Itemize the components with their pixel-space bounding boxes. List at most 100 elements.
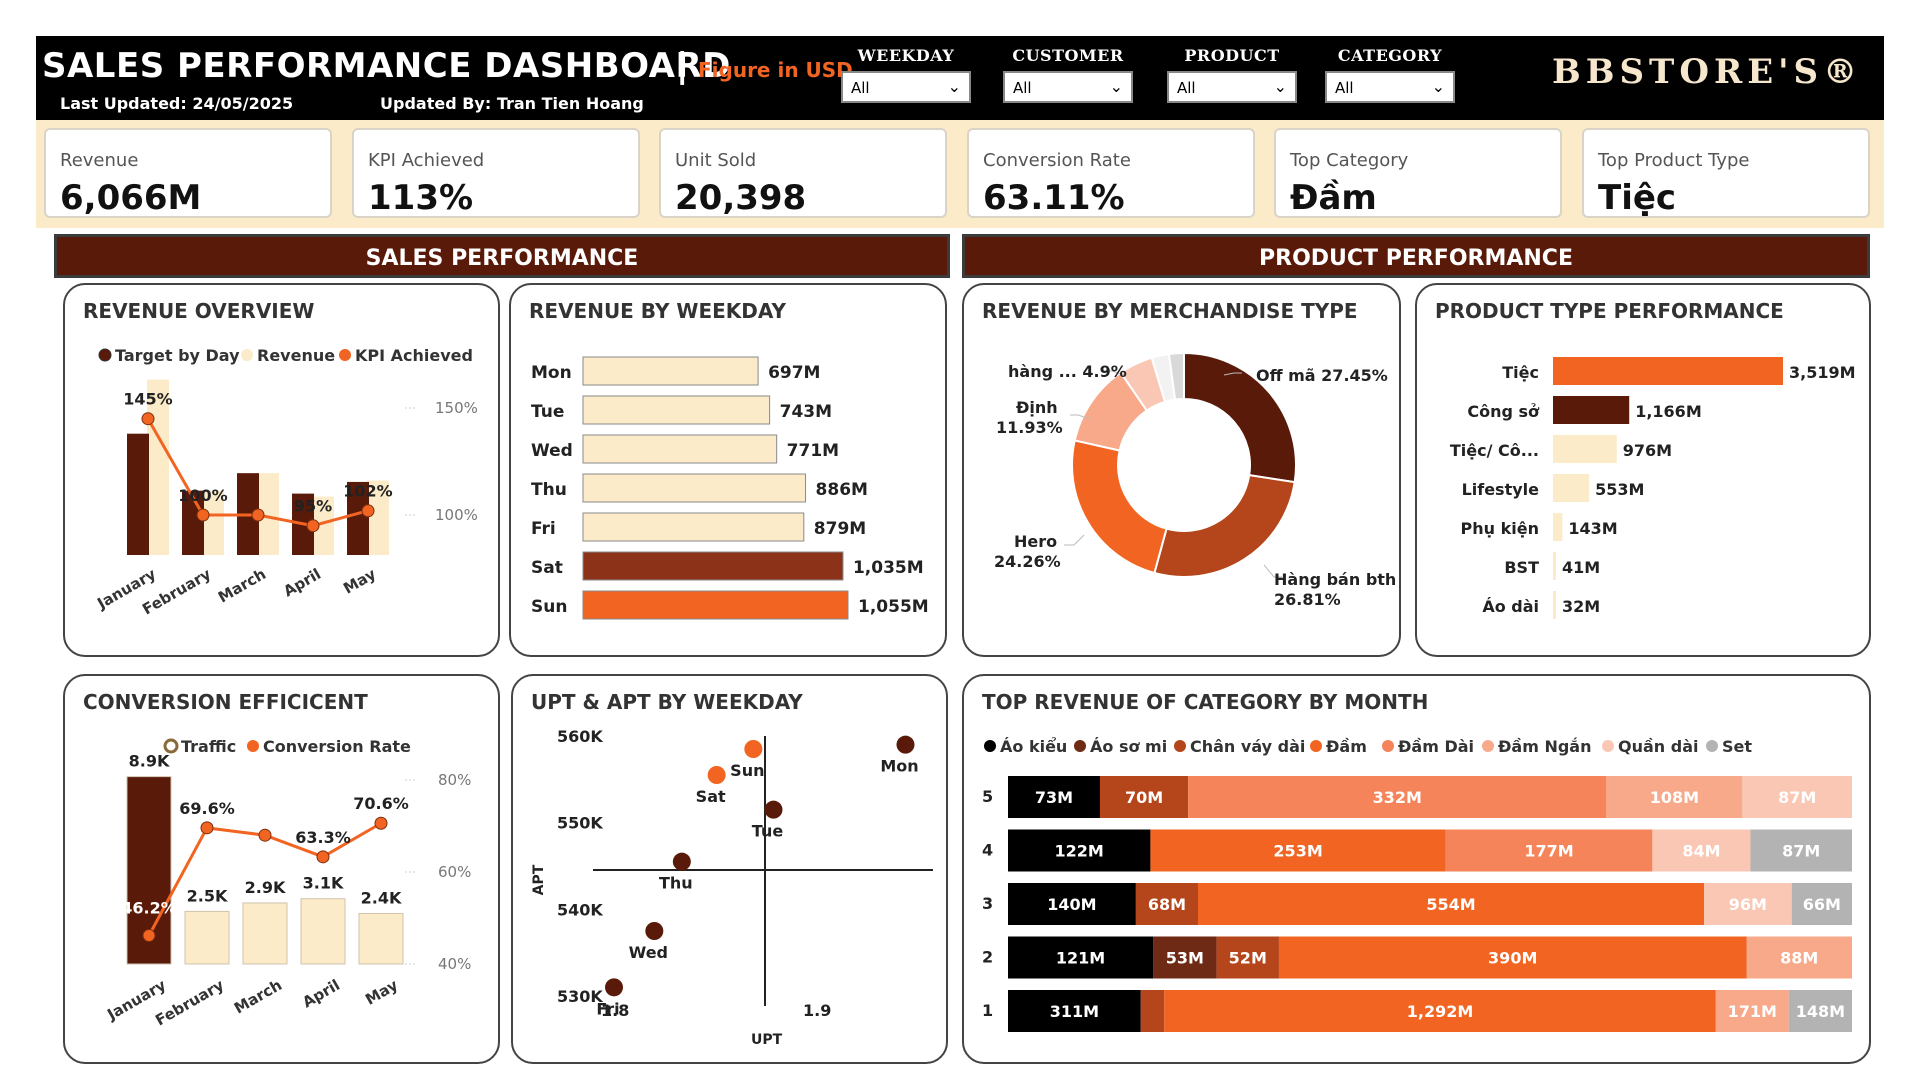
chart-title: TOP REVENUE OF CATEGORY BY MONTH xyxy=(982,690,1429,714)
point-label: Wed xyxy=(629,943,668,962)
segment-label: 66M xyxy=(1803,895,1841,914)
x-tick-label: April xyxy=(280,565,324,601)
y-tick-label: Fri xyxy=(531,519,556,539)
dashboard-title: SALES PERFORMANCE DASHBOARD xyxy=(42,46,731,86)
data-label: 1,055M xyxy=(858,597,929,617)
y-tick-label: 3 xyxy=(982,894,993,913)
kpi-card-kpi-achieved: KPI Achieved 113% xyxy=(352,128,640,218)
stacked-segment xyxy=(1008,776,1100,818)
data-label: 697M xyxy=(768,363,820,383)
bar-traffic xyxy=(300,898,346,965)
stacked-segment xyxy=(1135,883,1198,925)
filter-weekday-value: All xyxy=(851,79,870,97)
bar xyxy=(582,473,807,503)
segment-label: 122M xyxy=(1055,842,1104,861)
legend-label: Đầm Ngắn xyxy=(1498,737,1591,756)
bar xyxy=(582,356,759,386)
point-label: Mon xyxy=(880,757,918,776)
legend-marker xyxy=(984,740,996,752)
scatter-point xyxy=(744,740,763,758)
bar-revenue xyxy=(312,496,334,555)
legend-label: Revenue xyxy=(257,346,335,365)
point-label: Sun xyxy=(730,761,764,780)
segment-label: 121M xyxy=(1056,949,1105,968)
kpi-point xyxy=(251,508,265,522)
leader-line xyxy=(1104,370,1125,376)
y-tick-label: 4 xyxy=(982,841,993,860)
rate-data-label: 63.3% xyxy=(295,828,351,847)
axis-tick-label: 150% xyxy=(435,399,478,417)
kpi-value: 20,398 xyxy=(675,178,807,218)
legend-label: Chân váy dài xyxy=(1190,737,1305,756)
slice-label: Off mã 27.45% xyxy=(1256,366,1388,385)
legend-label: Quần dài xyxy=(1618,737,1698,756)
last-updated: Last Updated: 24/05/2025 xyxy=(60,94,294,113)
stacked-segment xyxy=(1715,990,1789,1032)
chart-title: CONVERSION EFFICICENT xyxy=(83,690,368,714)
stacked-segment xyxy=(1652,829,1751,872)
stacked-segment xyxy=(1704,883,1792,925)
slice-label: 26.81% xyxy=(1274,590,1341,609)
figure-note: Figure in USD xyxy=(698,58,853,82)
brand-logo: BBSTORE'S® xyxy=(1552,52,1863,92)
chevron-down-icon: ⌄ xyxy=(947,77,961,96)
filter-product-dropdown[interactable]: All ⌄ xyxy=(1167,71,1297,103)
category-month-stacked-chart: Áo kiểu Áo sơ mi Chân váy dài Đầm Đầm Dài Đầm… xyxy=(982,737,1852,1032)
x-tick-label: 1.8 xyxy=(601,1001,629,1020)
data-label: 3,519M xyxy=(1789,363,1856,382)
bar-target xyxy=(347,481,369,555)
leader-line xyxy=(1263,564,1282,578)
donut-slice xyxy=(1153,473,1296,578)
kpi-point xyxy=(306,519,320,533)
segment-label: 554M xyxy=(1426,895,1475,914)
rate-data-label: 46.2% xyxy=(121,898,177,917)
kpi-data-label: 100% xyxy=(178,486,227,505)
legend-marker xyxy=(1074,740,1086,752)
bar xyxy=(1553,396,1630,424)
chevron-down-icon: ⌄ xyxy=(1431,77,1445,96)
chevron-down-icon: ⌄ xyxy=(1273,77,1287,96)
filter-weekday-dropdown[interactable]: All ⌄ xyxy=(841,71,971,103)
bar xyxy=(1553,474,1590,502)
kpi-label: Conversion Rate xyxy=(983,150,1131,171)
legend-label: Conversion Rate xyxy=(263,737,411,756)
chart-title: REVENUE OVERVIEW xyxy=(83,299,315,323)
kpi-card-unit-sold: Unit Sold 20,398 xyxy=(659,128,947,218)
y-tick-label: 550K xyxy=(557,814,603,833)
filter-weekday-label: WEEKDAY xyxy=(857,46,955,65)
title-separator: | xyxy=(676,46,689,86)
data-label: 1,166M xyxy=(1635,402,1702,421)
bar-target xyxy=(127,433,149,555)
filter-category: CATEGORY All ⌄ xyxy=(1325,46,1455,103)
point-label: Thu xyxy=(659,874,693,893)
segment-label: 52M xyxy=(1229,949,1267,968)
x-tick-label: May xyxy=(340,565,379,598)
segment-label: 73M xyxy=(1035,788,1073,807)
card-revenue-overview: REVENUE OVERVIEW Target by Day Revenue KPI… xyxy=(63,283,500,657)
bar xyxy=(1553,357,1783,385)
segment-label: 108M xyxy=(1650,788,1699,807)
slice-label: 24.26% xyxy=(994,552,1061,571)
rate-point xyxy=(200,821,214,835)
revenue-overview-chart: Target by Day Revenue KPI Achieved 150% 100%… xyxy=(93,346,478,618)
stacked-segment xyxy=(1445,829,1653,872)
y-tick-label: Công sở xyxy=(1467,402,1540,421)
segment-label: 253M xyxy=(1273,842,1322,861)
leader-line xyxy=(1070,414,1091,420)
revenue-by-weekday-chart: Mon 697M Tue 743M Wed 771M Thu 886M Fri 879M Sat 1,… xyxy=(531,356,929,620)
x-tick-label: March xyxy=(215,565,269,607)
chart-title: PRODUCT TYPE PERFORMANCE xyxy=(1435,299,1784,323)
data-label: 886M xyxy=(816,480,868,500)
y-tick-label: 530K xyxy=(557,987,603,1006)
y-tick-label: Tue xyxy=(531,402,564,422)
slice-label: 11.93% xyxy=(996,418,1063,437)
segment-label: 171M xyxy=(1728,1002,1777,1021)
filter-category-dropdown[interactable]: All ⌄ xyxy=(1325,71,1455,103)
scatter-point xyxy=(896,735,915,754)
filter-customer-dropdown[interactable]: All ⌄ xyxy=(1003,71,1133,103)
y-tick-label: 5 xyxy=(982,787,993,806)
data-label: 976M xyxy=(1623,441,1672,460)
axis-tick-label: 60% xyxy=(438,863,471,881)
point-label: Tue xyxy=(752,822,784,841)
